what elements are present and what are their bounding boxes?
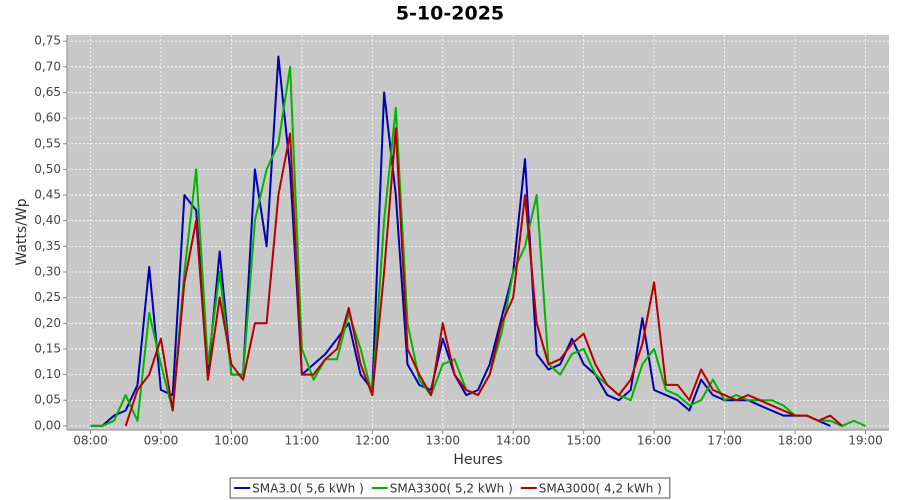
x-tick-label: 10:00 [214, 434, 249, 448]
x-tick-label: 16:00 [637, 434, 672, 448]
x-tick-label: 11:00 [285, 434, 320, 448]
y-tick-label: 0,75 [34, 34, 61, 48]
x-tick-label: 14:00 [496, 434, 531, 448]
y-tick-label: 0,05 [34, 393, 61, 407]
y-tick-label: 0,30 [34, 265, 61, 279]
x-tick-label: 18:00 [778, 434, 813, 448]
plot-area [67, 35, 889, 430]
y-tick-label: 0,35 [34, 239, 61, 253]
y-tick-label: 0,55 [34, 136, 61, 150]
y-tick-label: 0,40 [34, 213, 61, 227]
y-tick-label: 0,10 [34, 367, 61, 381]
x-tick-label: 17:00 [707, 434, 742, 448]
legend-label: SMA3000( 4,2 kWh ) [539, 482, 662, 496]
y-tick-label: 0,70 [34, 59, 61, 73]
x-tick-label: 08:00 [73, 434, 108, 448]
x-axis-label: Heures [453, 452, 502, 468]
y-tick-label: 0,15 [34, 341, 61, 355]
y-tick-label: 0,50 [34, 162, 61, 176]
x-tick-label: 13:00 [425, 434, 460, 448]
y-tick-label: 0,00 [34, 418, 61, 432]
y-tick-label: 0,65 [34, 85, 61, 99]
x-tick-label: 09:00 [144, 434, 179, 448]
y-tick-label: 0,60 [34, 111, 61, 125]
y-axis-label: Watts/Wp [14, 198, 30, 265]
x-tick-label: 19:00 [848, 434, 883, 448]
series-line [124, 127, 843, 427]
legend: SMA3.0( 5,6 kWh ) SMA3300( 5,2 kWh ) SMA30… [229, 477, 671, 499]
y-tick-label: 0,25 [34, 290, 61, 304]
legend-label: SMA3300( 5,2 kWh ) [390, 482, 513, 496]
legend-box [229, 477, 671, 499]
x-tick-label: 15:00 [566, 434, 601, 448]
x-tick-label: 12:00 [355, 434, 390, 448]
y-tick-label: 0,45 [34, 188, 61, 202]
legend-label: SMA3.0( 5,6 kWh ) [252, 482, 364, 496]
chart-title: 5-10-2025 [396, 3, 504, 25]
y-tick-label: 0,20 [34, 316, 61, 330]
